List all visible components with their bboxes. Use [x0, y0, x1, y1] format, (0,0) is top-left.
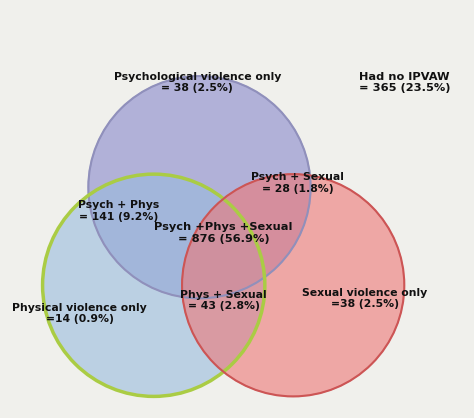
Text: Had no IPVAW
= 365 (23.5%): Had no IPVAW = 365 (23.5%)	[358, 72, 450, 93]
Text: Psych + Phys
= 141 (9.2%): Psych + Phys = 141 (9.2%)	[78, 200, 159, 222]
Circle shape	[43, 174, 265, 396]
Text: Phys + Sexual
= 43 (2.8%): Phys + Sexual = 43 (2.8%)	[180, 290, 267, 311]
Circle shape	[88, 76, 310, 298]
Text: Psych + Sexual
= 28 (1.8%): Psych + Sexual = 28 (1.8%)	[251, 172, 344, 194]
Text: Physical violence only
=14 (0.9%): Physical violence only =14 (0.9%)	[12, 303, 147, 324]
Text: Psych +Phys +Sexual
= 876 (56.9%): Psych +Phys +Sexual = 876 (56.9%)	[154, 222, 292, 244]
Text: Sexual violence only
=38 (2.5%): Sexual violence only =38 (2.5%)	[302, 288, 428, 309]
Circle shape	[182, 174, 404, 396]
Text: Psychological violence only
= 38 (2.5%): Psychological violence only = 38 (2.5%)	[114, 72, 281, 93]
